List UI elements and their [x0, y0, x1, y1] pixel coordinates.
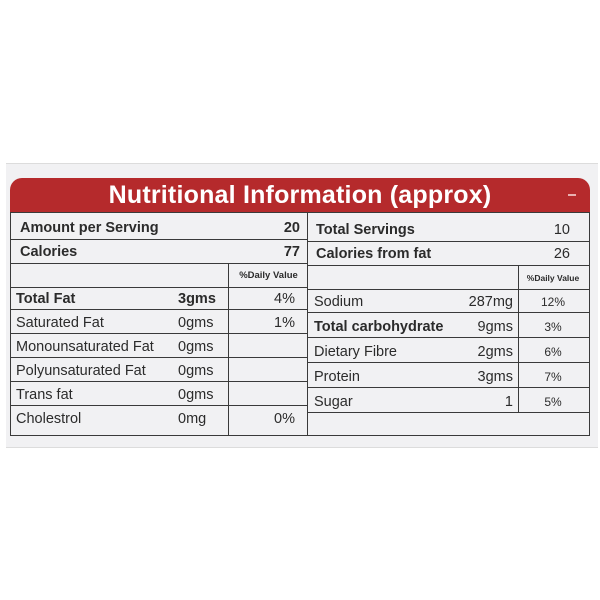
nutrient-daily-value: 12%: [540, 295, 566, 309]
grid-line: [308, 241, 590, 242]
nutrient-daily-value: 5%: [544, 395, 562, 409]
grid-line: [307, 212, 308, 436]
nutrient-name: Monounsaturated Fat: [16, 339, 154, 355]
grid-line: [308, 289, 590, 290]
grid-line: [10, 333, 308, 334]
grid-line: [10, 212, 590, 213]
label-title: Nutritional Information (approx): [108, 181, 492, 209]
grid-line: [10, 435, 590, 436]
grid-line: [10, 263, 308, 264]
nutrient-amount: 1: [504, 394, 513, 410]
calories-label: Calories: [20, 244, 78, 260]
nutrient-name: Cholestrol: [16, 411, 82, 427]
grid-line: [308, 337, 590, 338]
grid-line: [10, 309, 308, 310]
grid-line: [589, 212, 590, 436]
nutrient-name: Total Fat: [16, 291, 76, 307]
nutrient-daily-value: 1%: [274, 315, 295, 331]
nutrient-amount: 3gms: [178, 291, 216, 307]
grid-line: [10, 239, 308, 240]
nutrient-name: Sugar: [314, 394, 353, 410]
calories-value: 77: [283, 244, 300, 260]
title-banner: Nutritional Information (approx): [10, 178, 590, 212]
grid-line: [308, 362, 590, 363]
grid-line: [10, 357, 308, 358]
total-servings-label: Total Servings: [316, 222, 415, 238]
nutrient-amount: 0gms: [178, 339, 214, 355]
grid-line: [10, 287, 308, 288]
nutrient-name: Protein: [314, 369, 360, 385]
nutrient-amount: 2gms: [477, 344, 513, 360]
grid-line: [308, 387, 590, 388]
grid-line: [308, 265, 590, 266]
nutrient-daily-value: 4%: [274, 291, 295, 307]
banner-decoration: [568, 194, 576, 196]
nutrient-name: Trans fat: [16, 387, 73, 403]
grid-line: [10, 212, 11, 436]
nutrient-name: Total carbohydrate: [314, 319, 444, 335]
nutrient-daily-value: 6%: [544, 345, 562, 359]
grid-line: [308, 412, 590, 413]
nutrient-name: Sodium: [314, 294, 364, 310]
total-servings-value: 10: [553, 222, 570, 238]
nutrient-amount: 0mg: [178, 411, 207, 427]
nutrient-daily-value: 0%: [274, 411, 295, 427]
left-daily-value-header: %Daily Value: [239, 270, 298, 281]
nutrient-amount: 0gms: [178, 315, 214, 331]
grid-line: [518, 265, 519, 412]
grid-line: [228, 263, 229, 436]
nutrient-amount: 287mg: [468, 294, 513, 310]
calories-fat-label: Calories from fat: [316, 246, 432, 262]
right-daily-value-header: %Daily Value: [526, 273, 580, 283]
grid-line: [10, 405, 308, 406]
serving-value: 20: [283, 220, 300, 236]
nutrient-amount: 0gms: [178, 387, 214, 403]
nutrient-name: Dietary Fibre: [314, 344, 397, 360]
grid-line: [10, 381, 308, 382]
grid-line: [308, 312, 590, 313]
calories-fat-value: 26: [553, 246, 570, 262]
nutrient-name: Saturated Fat: [16, 315, 104, 331]
nutrient-amount: 0gms: [178, 363, 214, 379]
nutrient-amount: 9gms: [477, 319, 513, 335]
nutrient-daily-value: 7%: [544, 370, 562, 384]
nutrient-amount: 3gms: [477, 369, 513, 385]
nutrient-daily-value: 3%: [544, 320, 562, 334]
serving-label: Amount per Serving: [20, 220, 159, 236]
nutrient-name: Polyunsaturated Fat: [16, 363, 146, 379]
